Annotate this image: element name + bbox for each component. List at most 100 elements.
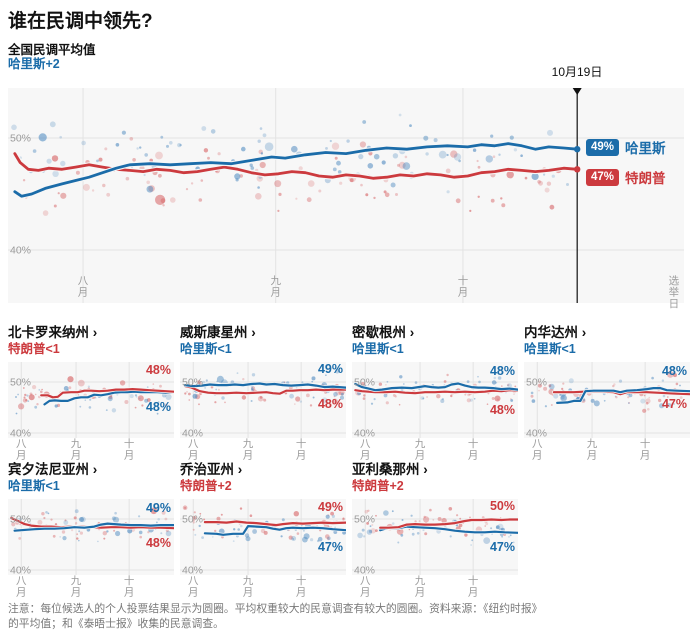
harris-end-dot: [574, 146, 581, 153]
harris-average-line: [183, 382, 346, 389]
x-axis-labels: 八月 九月 十月: [360, 574, 478, 599]
svg-text:八月: 八月: [188, 575, 199, 599]
state-lead-nevada: 哈里斯<1: [524, 342, 576, 356]
plot-area: 50% 40% 八月 九月 十月 47% 50%: [352, 499, 518, 599]
trump-result: 47% 特朗普: [586, 167, 666, 187]
svg-text:十月: 十月: [296, 437, 307, 462]
state-lead-wisconsin: 哈里斯<1: [180, 342, 232, 356]
harris-average-line: [556, 387, 690, 405]
svg-text:十月: 十月: [640, 437, 651, 462]
gridlines: [180, 499, 346, 575]
svg-text:40%: 40%: [354, 428, 375, 440]
election-day-label: 选举日: [669, 274, 680, 310]
chart-michigan: 密歇根州 › 哈里斯<1 50% 40% 八月 九月 十月 48% 48%: [352, 325, 518, 462]
svg-text:十月: 十月: [296, 574, 307, 599]
wisconsin-svg: 50% 40%八月 九月 十月: [180, 362, 346, 462]
state-title-north-carolina[interactable]: 北卡罗来纳州 ›: [8, 325, 98, 340]
y-axis-labels: 50% 40%: [354, 377, 375, 440]
y-axis-labels: 50% 40%: [10, 377, 31, 440]
trump-value-label-pennsylvania: 48%: [145, 536, 171, 550]
chart-arizona: 亚利桑那州 › 特朗普+2 50% 40% 八月 九月 十月 47% 50%: [352, 462, 518, 599]
plot-background: [8, 499, 174, 575]
svg-text:50%: 50%: [354, 377, 375, 389]
harris-value-label-wisconsin: 49%: [317, 362, 343, 376]
plot-background: [8, 362, 174, 438]
date-marker-label: 10月19日: [551, 65, 603, 79]
plot-background: [524, 362, 690, 438]
svg-text:九月: 九月: [415, 575, 426, 599]
x-axis-labels: 八月 九月 十月: [188, 437, 306, 462]
state-lead-north-carolina: 特朗普<1: [8, 342, 60, 356]
harris-average-line: [43, 390, 174, 406]
x-axis-labels: 八月 九月 十月: [188, 574, 306, 599]
arizona-svg: 50% 40%八月 九月 十月: [352, 499, 518, 599]
state-title-wisconsin[interactable]: 威斯康星州 ›: [180, 325, 256, 340]
nevada-svg: 50% 40%八月 九月 十月: [524, 362, 690, 462]
plot-area: 50% 40% 八月 九月 十月 48% 48%: [352, 362, 518, 462]
harris-average-line: [13, 142, 579, 198]
y-axis-labels: 50% 40%: [182, 377, 203, 440]
chart-pennsylvania: 宾夕法尼亚州 › 哈里斯<1 50% 40% 八月 九月 十月 48% 49%: [8, 462, 174, 599]
y-axis-labels: 50% 40%: [354, 514, 375, 577]
trump-name: 特朗普: [625, 171, 666, 186]
state-title-michigan[interactable]: 密歇根州 ›: [352, 325, 415, 340]
trump-average-line: [40, 388, 174, 399]
svg-text:50%: 50%: [182, 377, 203, 389]
svg-text:50%: 50%: [10, 133, 31, 145]
plot-background: [180, 499, 346, 575]
harris-value-label-michigan: 48%: [489, 364, 515, 378]
state-lead-pennsylvania: 哈里斯<1: [8, 479, 60, 493]
pennsylvania-svg: 50% 40%八月 九月 十月: [8, 499, 174, 599]
harris-average-line: [354, 382, 518, 392]
footnote-line-2: 的平均值；和《泰晤士报》收集的民意调查。: [8, 618, 224, 630]
x-axis-labels: 八月 九月 十月: [532, 437, 650, 462]
plot-area: 50% 40% 八月 九月 十月 47% 48%: [524, 362, 690, 462]
trump-average-line: [203, 520, 346, 527]
trump-value-label-georgia: 49%: [317, 500, 343, 514]
x-axis-labels: 八月 九月 十月: [360, 437, 478, 462]
svg-text:九月: 九月: [587, 438, 598, 462]
harris-average-line: [203, 525, 346, 536]
state-lead-michigan: 哈里斯<1: [352, 342, 404, 356]
date-marker: [572, 88, 582, 303]
trump-average-line: [354, 389, 518, 395]
national-polling-chart: 10月19日 50% 40% 八月 九月 十月 选举日 49% 哈里斯 47% 特朗普: [8, 62, 684, 312]
y-axis-labels: 50% 40%: [10, 514, 31, 577]
state-title-pennsylvania[interactable]: 宾夕法尼亚州 ›: [8, 462, 98, 477]
plot-area: 50% 40% 八月 九月 十月 48% 48%: [8, 362, 174, 462]
trump-average-line: [552, 390, 690, 396]
svg-text:40%: 40%: [182, 428, 203, 440]
poll-dots: [15, 376, 172, 415]
svg-text:50%: 50%: [182, 514, 203, 526]
svg-text:九月: 九月: [71, 438, 82, 462]
svg-text:40%: 40%: [10, 428, 31, 440]
state-lead-arizona: 特朗普+2: [352, 479, 404, 493]
svg-text:十月: 十月: [468, 574, 479, 599]
svg-text:九月: 九月: [71, 575, 82, 599]
state-title-arizona[interactable]: 亚利桑那州 ›: [352, 462, 428, 477]
harris-result: 49% 哈里斯: [586, 137, 666, 157]
chart-north-carolina: 北卡罗来纳州 › 特朗普<1 50% 40% 八月 九月 十月 48% 48%: [8, 325, 174, 462]
harris-value-label-north-carolina: 48%: [145, 400, 171, 414]
svg-text:40%: 40%: [10, 245, 31, 257]
svg-text:九月: 九月: [243, 575, 254, 599]
state-title-georgia[interactable]: 乔治亚州 ›: [180, 462, 243, 477]
y-axis-labels: 50% 40%: [182, 514, 203, 577]
plot-area: 50% 40% 八月 九月 十月 48% 49%: [8, 499, 174, 599]
gridlines: [8, 362, 174, 438]
svg-text:八月: 八月: [360, 438, 371, 462]
gridlines: [352, 362, 518, 438]
svg-text:九月: 九月: [270, 275, 281, 299]
svg-text:50%: 50%: [526, 377, 547, 389]
x-axis-labels: 八月 九月 十月: [16, 437, 134, 462]
x-axis-labels: 八月 九月 十月: [16, 574, 134, 599]
gridlines: [8, 88, 684, 303]
harris-pct-badge: 49%: [586, 138, 620, 156]
state-title-nevada[interactable]: 内华达州 ›: [524, 325, 587, 340]
chart-wisconsin: 威斯康星州 › 哈里斯<1 50% 40% 八月 九月 十月 48% 49%: [180, 325, 346, 462]
svg-text:八月: 八月: [16, 575, 27, 599]
north-carolina-svg: 50% 40%八月 九月 十月: [8, 362, 174, 462]
svg-text:50%: 50%: [10, 377, 31, 389]
plot-background: [8, 88, 684, 303]
y-axis-labels: 50% 40%: [526, 377, 547, 440]
